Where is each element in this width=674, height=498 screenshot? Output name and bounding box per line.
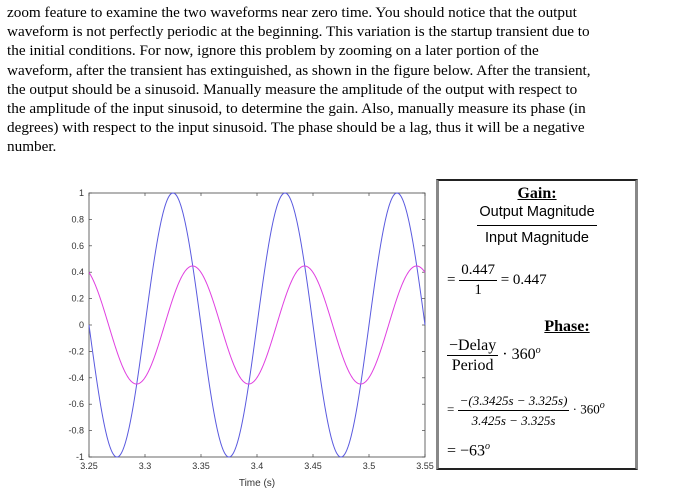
paragraph-line: waveform, after the transient has exting…	[7, 61, 591, 79]
gain-title: Gain:	[517, 185, 557, 202]
svg-text:-1: -1	[76, 452, 84, 462]
svg-text:3.35: 3.35	[192, 461, 210, 471]
phase-title: Phase:	[544, 318, 590, 335]
annotation-box: Gain: Output Magnitude Input Magnitude =…	[436, 179, 638, 470]
gain-numerator: Output Magnitude	[477, 203, 597, 226]
svg-text:-0.6: -0.6	[68, 399, 84, 409]
paragraph-line: waveform is not perfectly periodic at th…	[7, 23, 590, 41]
paragraph-line: number.	[7, 138, 57, 156]
svg-text:0.6: 0.6	[71, 241, 84, 251]
gain-section: Gain: Output Magnitude Input Magnitude	[439, 185, 635, 248]
x-axis: 3.25 3.3 3.35 3.4 3.45 3.5 3.55	[80, 193, 434, 471]
output-waveform	[88, 265, 426, 385]
paragraph-line: the amplitude of the input sinusoid, to …	[7, 100, 586, 118]
svg-text:-0.4: -0.4	[68, 373, 84, 383]
input-waveform	[88, 192, 426, 458]
waveform-plot: 1 0.8 0.6 0.4 0.2 0 -0.2 -0.4 -0.6 -0.8 -1 3.25 3.3…	[68, 188, 434, 489]
gain-result: = 0.447	[500, 271, 547, 288]
paragraph-line: degrees) with respect to the input sinus…	[7, 119, 585, 137]
gain-calc: = 0.447 1 = 0.447	[447, 262, 547, 298]
svg-text:0.4: 0.4	[71, 267, 84, 277]
svg-text:3.3: 3.3	[139, 461, 152, 471]
svg-text:-0.2: -0.2	[68, 346, 84, 356]
x-axis-label: Time (s)	[239, 478, 275, 489]
svg-text:3.4: 3.4	[251, 461, 264, 471]
gain-denominator: Input Magnitude	[485, 230, 589, 246]
phase-formula: −Delay Period · 360o	[447, 337, 541, 374]
svg-text:3.55: 3.55	[416, 461, 434, 471]
svg-text:3.5: 3.5	[363, 461, 376, 471]
svg-text:1: 1	[79, 188, 84, 198]
phase-result: = −63o	[447, 441, 491, 460]
phase-calc: = −(3.3425s − 3.325s) 3.425s − 3.325s · 3…	[447, 393, 605, 428]
svg-text:3.45: 3.45	[304, 461, 322, 471]
svg-text:3.25: 3.25	[80, 461, 98, 471]
svg-text:0: 0	[79, 320, 84, 330]
svg-text:0.2: 0.2	[71, 294, 84, 304]
paragraph-line: the output should be a sinusoid. Manuall…	[7, 80, 578, 98]
instruction-paragraph: zoom feature to examine the two waveform…	[7, 3, 672, 157]
svg-text:-0.8: -0.8	[68, 426, 84, 436]
paragraph-line: zoom feature to examine the two waveform…	[7, 4, 577, 21]
paragraph-line: the initial conditions. For now, ignore …	[7, 42, 539, 60]
svg-text:0.8: 0.8	[71, 214, 84, 224]
